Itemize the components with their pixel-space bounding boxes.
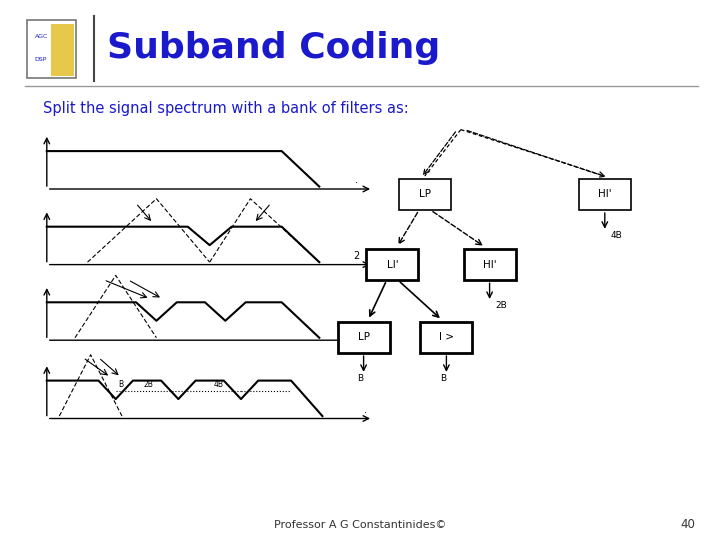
Text: .: . [355, 175, 358, 185]
Text: Professor A G Constantinides©: Professor A G Constantinides© [274, 520, 446, 530]
Text: 2: 2 [354, 251, 359, 261]
Text: 40: 40 [680, 518, 695, 531]
Bar [420, 322, 472, 353]
Text: HI': HI' [598, 190, 611, 199]
Text: HI': HI' [483, 260, 496, 269]
Bar [366, 249, 418, 280]
Bar [338, 322, 390, 353]
Bar [51, 24, 74, 76]
Text: Subband Coding: Subband Coding [107, 31, 440, 64]
Text: AGC: AGC [35, 34, 48, 39]
Text: 2B: 2B [143, 380, 153, 389]
Bar [399, 179, 451, 210]
Text: LP: LP [358, 333, 369, 342]
Text: 4: 4 [354, 326, 359, 336]
Bar [464, 249, 516, 280]
Text: LI': LI' [387, 260, 398, 269]
Text: Split the signal spectrum with a bank of filters as:: Split the signal spectrum with a bank of… [43, 100, 409, 116]
Bar [579, 179, 631, 210]
Text: B: B [440, 374, 446, 383]
Text: B: B [357, 374, 363, 383]
Text: DSP: DSP [35, 57, 47, 62]
Bar [27, 20, 76, 78]
Text: B: B [119, 380, 124, 389]
Text: LP: LP [419, 190, 431, 199]
Text: I >: I > [439, 333, 454, 342]
Text: 4B: 4B [213, 380, 223, 389]
Text: .: . [364, 404, 366, 415]
Text: 2B: 2B [495, 301, 507, 310]
Text: 4B: 4B [611, 231, 622, 240]
